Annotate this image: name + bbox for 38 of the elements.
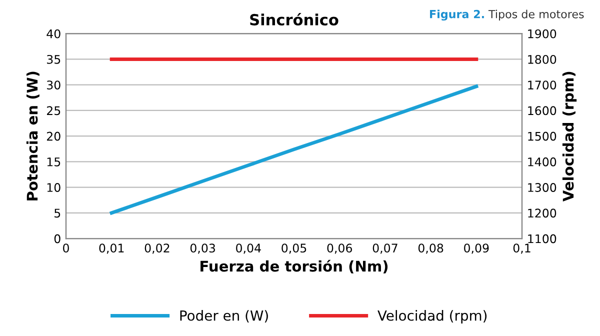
x-tick-label: 0,07	[372, 244, 398, 254]
y2-axis-title: Velocidad (rpm)	[562, 72, 577, 202]
y-tick-label: 0	[54, 234, 60, 244]
y2-tick-label: 1300	[528, 183, 556, 192]
chart-title: Sincrónico	[250, 13, 338, 26]
y-tick-label: 15	[47, 158, 60, 166]
y-tick-label: 5	[54, 208, 60, 218]
y-tick-label: 40	[46, 29, 60, 38]
x-tick-label: 0,09	[464, 244, 489, 254]
legend-label: Velocidad (rpm)	[378, 310, 487, 324]
x-tick-label: 0,02	[144, 244, 170, 254]
y2-tick-label: 1600	[528, 106, 556, 116]
y-tick-label: 35	[47, 54, 60, 64]
x-tick-label: 0,04	[236, 244, 261, 254]
legend-label: Poder en (W)	[180, 310, 268, 322]
x-tick-label: 0,06	[327, 244, 352, 254]
x-tick-label: 0	[63, 244, 69, 253]
y-tick-label: 20	[46, 132, 60, 141]
y-tick-label: 30	[47, 80, 60, 90]
y-tick-label: 25	[46, 106, 60, 116]
y2-tick-label: 1400	[528, 157, 556, 166]
x-axis-title: Fuerza de torsión (Nm)	[200, 260, 388, 274]
text: Tipos de motores	[488, 10, 584, 20]
x-tick-label: 0,05	[282, 244, 306, 254]
y2-tick-label: 1200	[528, 208, 556, 218]
y-axis-title: Potencia en (W)	[26, 72, 40, 200]
x-tick-label: 0,08	[418, 244, 444, 254]
x-tick-label: 0,1	[513, 244, 530, 254]
x-tick-label: 0,01	[99, 244, 124, 254]
y2-tick-label: 1100	[528, 234, 556, 244]
text: Figura 2.	[430, 10, 484, 21]
y2-tick-label: 1900	[528, 29, 556, 38]
y-tick-label: 10	[47, 183, 60, 192]
y2-tick-label: 1500	[528, 132, 556, 141]
y2-tick-label: 1700	[528, 80, 556, 90]
y2-tick-label: 1800	[528, 54, 556, 64]
line-series	[110, 84, 478, 215]
x-tick-label: 0,03	[190, 244, 215, 254]
